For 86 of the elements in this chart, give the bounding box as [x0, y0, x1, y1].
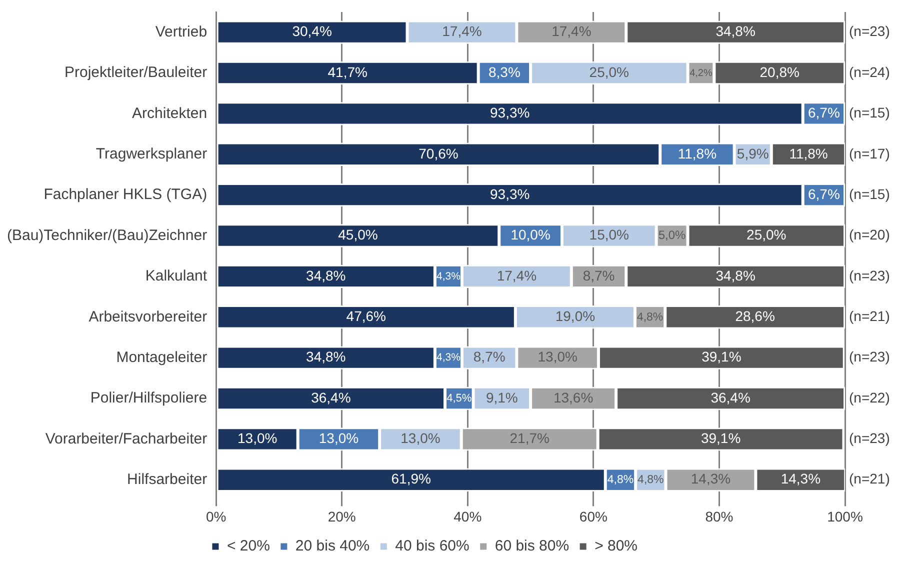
text: (n=23)	[849, 348, 890, 365]
legend-label: < 20%	[226, 538, 270, 555]
data-label: 34,8%	[716, 23, 756, 40]
data-label: 61,9%	[391, 470, 431, 487]
data-label: 11,8%	[678, 145, 717, 162]
data-label: 45,0%	[338, 226, 378, 243]
data-label: 21,7%	[510, 430, 550, 446]
x-tick-label: 40%	[454, 508, 482, 524]
text: (n=24)	[849, 64, 890, 80]
text: (n=15)	[849, 104, 890, 121]
text: (n=20)	[849, 226, 890, 243]
legend-label: > 80%	[594, 538, 638, 555]
text: (n=15)	[849, 186, 890, 202]
x-tick-label: 20%	[328, 508, 356, 524]
x-tick-label: 60%	[579, 508, 608, 524]
data-label: 9,1%	[486, 389, 518, 406]
data-label: 8,7%	[582, 267, 615, 284]
legend-label: 40 bis 60%	[395, 538, 470, 555]
data-label: 11,8%	[789, 145, 828, 162]
data-label: 4,3%	[436, 352, 460, 364]
data-label: 36,4%	[311, 389, 351, 406]
data-label: 4,8%	[638, 474, 664, 486]
data-label: 39,1%	[700, 430, 741, 446]
legend-label: 60 bis 80%	[494, 538, 570, 555]
data-label: 25,0%	[746, 226, 786, 243]
data-label: 39,1%	[702, 348, 742, 365]
data-label: 4,8%	[607, 474, 634, 486]
text: (n=22)	[849, 389, 890, 406]
data-label: 17,4%	[552, 23, 592, 40]
y-tick-label: Arbeitsvorbereiter	[88, 308, 208, 326]
data-label: 25,0%	[589, 64, 630, 80]
legend-label: 20 bis 40%	[295, 538, 370, 555]
data-label: 47,6%	[346, 308, 386, 324]
data-label: 13,0%	[538, 348, 578, 365]
text: (n=23)	[849, 430, 890, 446]
data-label: 8,3%	[488, 64, 520, 80]
data-label: 70,6%	[418, 145, 458, 162]
data-label: 13,0%	[318, 430, 359, 446]
data-label: 5,9%	[736, 145, 769, 162]
y-tick-label: Fachplaner HKLS (TGA)	[44, 186, 208, 204]
y-tick-label: Kalkulant	[145, 268, 208, 285]
y-tick-label: Vertrieb	[155, 23, 208, 40]
data-label: 4,2%	[690, 68, 712, 79]
data-label: 4,8%	[636, 311, 664, 324]
data-label: 5,0%	[658, 228, 686, 242]
y-tick-label: Tragwerksplaner	[96, 146, 208, 163]
data-label: 8,7%	[473, 348, 506, 365]
data-label: 14,3%	[690, 470, 731, 487]
data-label: 41,7%	[328, 64, 368, 80]
x-tick-label: 100%	[827, 508, 863, 524]
data-label: 10,0%	[510, 226, 550, 243]
data-label: 34,8%	[306, 267, 346, 284]
data-label: 34,8%	[716, 267, 756, 284]
text: (n=23)	[849, 267, 890, 284]
y-tick-label: Vorarbeiter/Facharbeiter	[45, 430, 208, 448]
text: (n=23)	[849, 23, 890, 40]
data-label: 17,4%	[442, 23, 482, 40]
x-tick-label: 80%	[705, 508, 734, 524]
text: (n=17)	[849, 145, 890, 162]
data-label: 19,0%	[555, 308, 596, 324]
data-label: 36,4%	[710, 389, 750, 406]
y-tick-label: (Bau)Techniker/(Bau)Zeichner	[6, 226, 208, 244]
data-label: 13,0%	[237, 430, 278, 446]
data-label: 30,4%	[292, 23, 332, 40]
y-tick-label: Projektleiter/Bauleiter	[64, 64, 208, 82]
data-label: 28,6%	[735, 308, 775, 324]
data-label: 13,6%	[553, 389, 594, 406]
data-label: 13,0%	[400, 430, 440, 446]
data-label: 6,7%	[808, 104, 840, 121]
text: (n=21)	[849, 308, 890, 324]
y-tick-label: Architekten	[132, 104, 208, 122]
data-label: 93,3%	[490, 104, 530, 121]
data-label: 17,4%	[496, 267, 537, 284]
y-tick-label: Polier/Hilfspoliere	[90, 390, 208, 407]
data-label: 34,8%	[306, 348, 346, 365]
text: (n=21)	[849, 470, 890, 487]
y-tick-label: Montageleiter	[116, 348, 208, 366]
data-label: 20,8%	[760, 64, 800, 80]
data-label: 6,7%	[808, 186, 840, 202]
x-tick-label: 0%	[206, 508, 226, 524]
data-label: 93,3%	[490, 186, 530, 202]
data-label: 14,3%	[780, 470, 821, 487]
y-tick-label: Hilfsarbeiter	[127, 471, 208, 488]
data-label: 15,0%	[589, 226, 630, 243]
data-label: 4,3%	[436, 270, 460, 282]
data-label: 4,5%	[446, 392, 472, 405]
